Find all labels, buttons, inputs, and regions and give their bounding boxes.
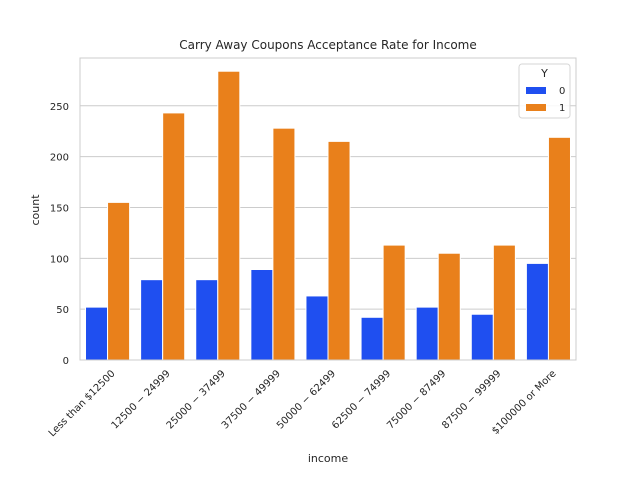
bar-series-1-7 <box>492 244 516 361</box>
bar-series-0-7 <box>470 313 494 361</box>
bar-series-1-4 <box>327 140 351 361</box>
bar-series-0-8 <box>525 262 549 361</box>
bar-series-1-1 <box>162 112 186 361</box>
x-tick-label: 87500 − 99999 <box>440 368 503 431</box>
x-tick-label: 62500 − 74999 <box>330 368 393 431</box>
chart-title: Carry Away Coupons Acceptance Rate for I… <box>179 38 477 52</box>
bar-series-0-2 <box>195 279 219 361</box>
legend-label-1: 1 <box>559 103 565 114</box>
bar-series-0-0 <box>85 306 109 361</box>
bar-series-1-3 <box>272 127 296 361</box>
legend-label-0: 0 <box>559 86 565 97</box>
legend-swatch-0 <box>526 87 546 94</box>
bar-series-1-5 <box>382 244 406 361</box>
x-tick-label: 25000 − 37499 <box>165 368 228 431</box>
y-tick-label: 100 <box>50 254 69 265</box>
x-tick-label: 50000 − 62499 <box>275 368 338 431</box>
bar-series-1-8 <box>547 136 571 361</box>
y-tick-label: 50 <box>56 305 69 316</box>
bars-layer <box>85 70 571 361</box>
y-tick-label: 200 <box>50 153 69 164</box>
bar-series-0-1 <box>140 279 164 361</box>
y-tick-label: 150 <box>50 203 69 214</box>
x-tick-label: 37500 − 49999 <box>220 368 283 431</box>
y-tick-label: 0 <box>63 356 69 367</box>
legend-title: Y <box>540 67 548 80</box>
legend-swatch-1 <box>526 104 546 111</box>
legend: Y0 1 <box>518 63 571 119</box>
axes-layer <box>79 57 577 361</box>
x-tick-label: Less than $12500 <box>47 368 118 439</box>
plot-frame <box>79 57 577 361</box>
y-tick-label: 250 <box>50 102 69 113</box>
bar-series-1-6 <box>437 252 461 361</box>
x-axis-label: income <box>308 452 349 465</box>
x-tick-label: 75000 − 87499 <box>385 368 448 431</box>
y-axis-label: count <box>29 194 42 226</box>
bar-series-0-6 <box>415 306 439 361</box>
bar-series-1-2 <box>217 70 241 361</box>
bar-series-0-4 <box>305 295 329 361</box>
bar-series-0-3 <box>250 269 274 361</box>
bar-series-1-0 <box>107 201 131 361</box>
x-tick-label: 12500 − 24999 <box>110 368 173 431</box>
bar-series-0-5 <box>360 316 384 361</box>
